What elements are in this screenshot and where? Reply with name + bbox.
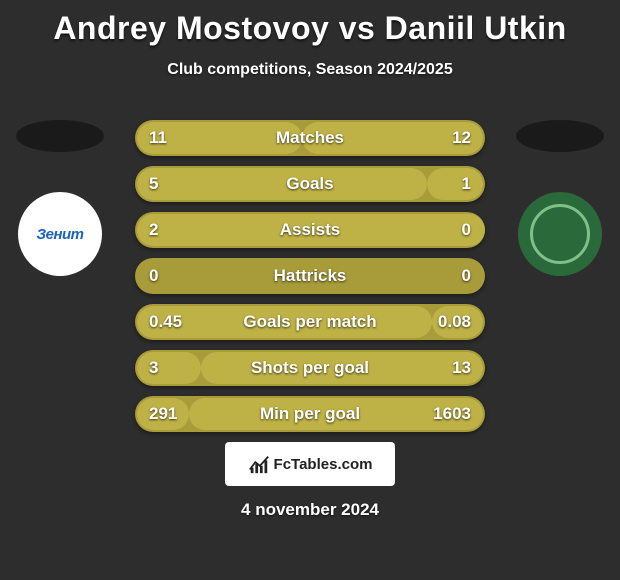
stat-value-right: 12 bbox=[452, 128, 471, 148]
stat-label: Shots per goal bbox=[251, 358, 369, 378]
stat-value-right: 0.08 bbox=[438, 312, 471, 332]
page-subtitle: Club competitions, Season 2024/2025 bbox=[0, 61, 620, 79]
stat-value-left: 3 bbox=[149, 358, 158, 378]
stat-bar: 5 1 Goals bbox=[135, 166, 485, 202]
stat-value-left: 2 bbox=[149, 220, 158, 240]
club-logo-zenit-text: Зенит bbox=[36, 226, 83, 243]
club-logo-terek bbox=[518, 192, 602, 276]
footer-brand-badge: FcTables.com bbox=[225, 442, 395, 486]
stat-value-left: 291 bbox=[149, 404, 177, 424]
footer-date: 4 november 2024 bbox=[0, 500, 620, 520]
stat-value-left: 11 bbox=[149, 128, 167, 148]
stats-bars: 11 12 Matches 5 1 Goals 2 0 Assists 0 0 Hattricks 0.… bbox=[135, 120, 485, 432]
left-club-column: Зенит bbox=[15, 120, 105, 276]
stat-bar: 291 1603 Min per goal bbox=[135, 396, 485, 432]
stat-bar: 0.45 0.08 Goals per match bbox=[135, 304, 485, 340]
stat-value-right: 1 bbox=[462, 174, 471, 194]
stat-label: Goals per match bbox=[243, 312, 376, 332]
right-club-column bbox=[515, 120, 605, 276]
stat-value-left: 0 bbox=[149, 266, 158, 286]
stat-label: Matches bbox=[276, 128, 344, 148]
player-silhouette-left bbox=[16, 120, 104, 152]
footer-brand-text: FcTables.com bbox=[274, 456, 373, 473]
player-silhouette-right bbox=[516, 120, 604, 152]
stat-label: Assists bbox=[280, 220, 340, 240]
stat-value-right: 0 bbox=[462, 266, 471, 286]
chart-icon bbox=[248, 453, 270, 475]
stat-bar-fill-left bbox=[137, 352, 201, 384]
stat-bar: 11 12 Matches bbox=[135, 120, 485, 156]
stat-bar-fill-left bbox=[137, 168, 427, 200]
stat-label: Hattricks bbox=[274, 266, 347, 286]
page-title: Andrey Mostovoy vs Daniil Utkin bbox=[0, 0, 620, 47]
stat-bar: 2 0 Assists bbox=[135, 212, 485, 248]
stat-value-left: 5 bbox=[149, 174, 158, 194]
stat-value-left: 0.45 bbox=[149, 312, 182, 332]
stat-value-right: 13 bbox=[452, 358, 471, 378]
stat-bar: 3 13 Shots per goal bbox=[135, 350, 485, 386]
club-logo-terek-ring bbox=[530, 204, 590, 264]
stat-label: Goals bbox=[286, 174, 333, 194]
stat-bar: 0 0 Hattricks bbox=[135, 258, 485, 294]
stat-value-right: 0 bbox=[462, 220, 471, 240]
stat-label: Min per goal bbox=[260, 404, 360, 424]
club-logo-zenit: Зенит bbox=[18, 192, 102, 276]
stat-value-right: 1603 bbox=[433, 404, 471, 424]
stat-bar-fill-right bbox=[427, 168, 483, 200]
